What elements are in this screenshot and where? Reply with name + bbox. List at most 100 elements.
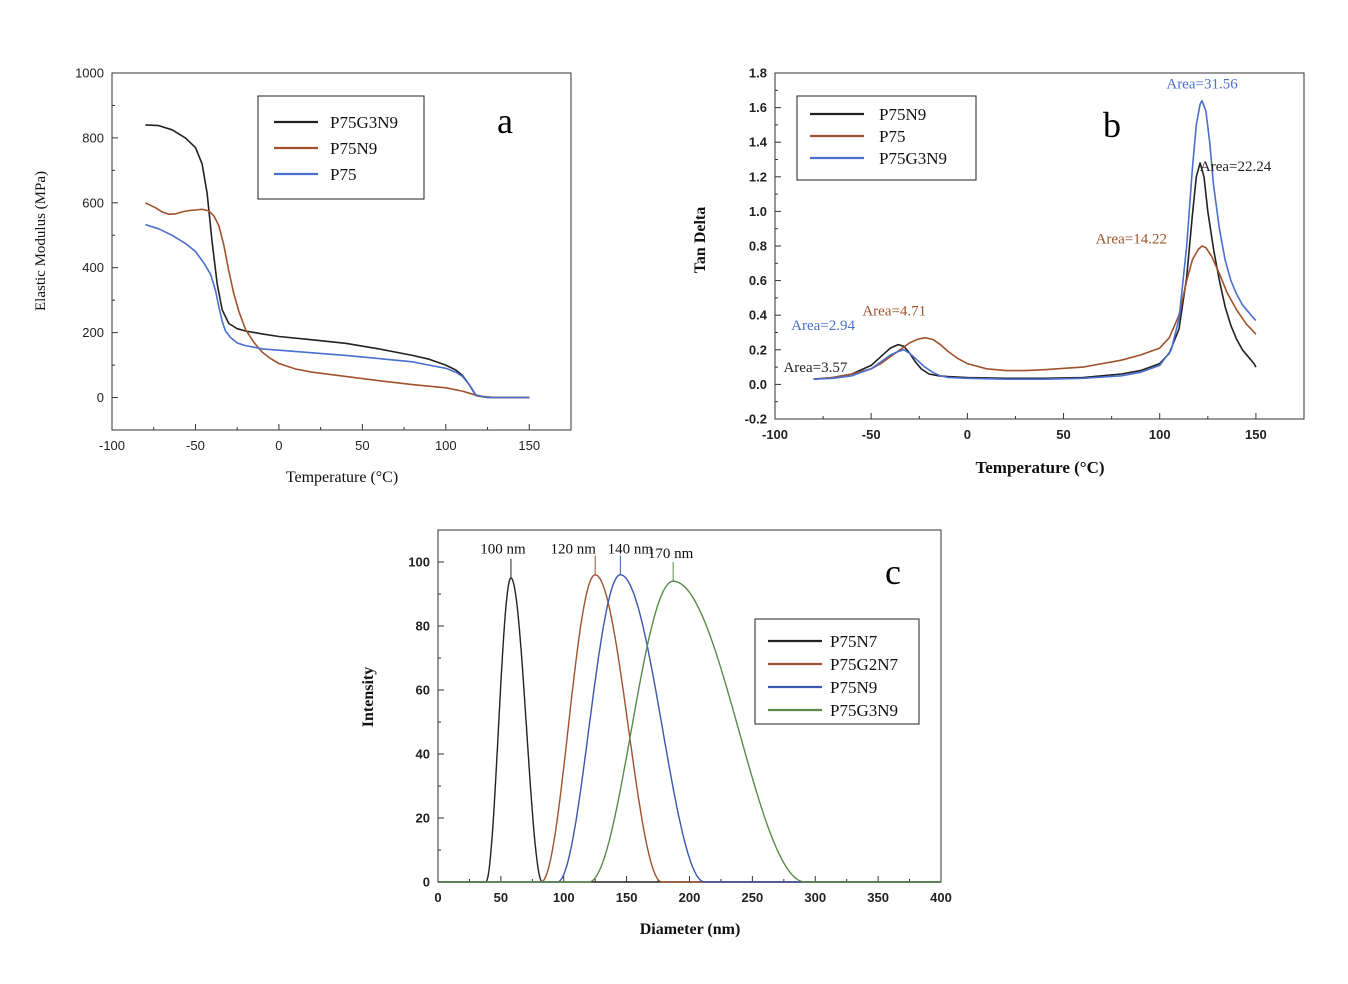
annotation-label: Area=14.22 [1096,232,1167,248]
y-tick-label: 400 [82,260,104,275]
panel-b-x-axis-label: Temperature (°C) [975,458,1104,477]
legend-label-p75n7: P75N7 [830,632,878,651]
x-tick-label: 50 [494,890,508,905]
series-line-p75 [145,223,530,399]
annotation-label: Area=4.71 [862,304,926,320]
panel-c-x-axis-label: Diameter (nm) [640,921,741,938]
y-tick-label: 1000 [75,66,104,81]
series-line-p75n9 [438,574,941,883]
x-tick-label: 350 [867,890,889,905]
x-tick-label: 150 [616,890,638,905]
panel-a-x-axis-label: Temperature (°C) [286,469,398,486]
y-tick-label: 1.0 [749,204,767,219]
panel-b-annotations: Area=31.56 Area=22.24 Area=14.22 Area=2.94 A… [783,77,1271,376]
annotation-label: 120 nm [550,542,596,558]
panel-b-series [813,99,1257,380]
panel-a-series [145,124,530,399]
panel-c-legend-box [754,618,920,725]
y-tick-label: 0.6 [749,273,767,288]
x-tick-label: 400 [930,890,952,905]
x-tick-label: 50 [355,438,369,453]
y-tick-label: 60 [416,683,430,698]
legend-label-p75n9: P75N9 [830,678,877,697]
panel-c-letter: c [885,552,901,592]
y-tick-label: 600 [82,195,104,210]
series-line-p75g3n9 [813,99,1257,380]
x-tick-label: 0 [434,890,441,905]
x-tick-label: 200 [679,890,701,905]
x-tick-label: 100 [435,438,457,453]
annotation-label: 100 nm [480,542,526,558]
y-tick-label: 0 [97,390,104,405]
annotation-label: Area=2.94 [791,318,855,334]
annotation-label: Area=31.56 [1166,77,1238,93]
legend-label-p75n9: P75N9 [330,139,377,158]
y-tick-label: 0 [423,875,430,890]
y-tick-label: 1.4 [749,135,768,150]
legend-label-p75g3n9: P75G3N9 [830,701,898,720]
y-tick-label: 40 [416,747,430,762]
x-tick-label: 0 [964,427,971,442]
y-tick-label: 1.8 [749,66,767,81]
x-tick-label: -50 [862,427,881,442]
panel-a-plot-frame [111,72,572,431]
y-tick-label: 1.6 [749,100,767,115]
annotation-label: 170 nm [648,546,694,562]
legend-label-p75g3n9: P75G3N9 [330,113,398,132]
y-tick-label: 800 [82,130,104,145]
x-tick-label: -100 [762,427,788,442]
x-tick-label: 100 [553,890,575,905]
legend-label-p75n9: P75N9 [879,105,926,124]
panel-c-legend: P75N7 P75G2N7 P75N9 P75G3N9 [768,632,899,720]
panel-a-letter: a [497,101,513,141]
y-tick-label: 200 [82,325,104,340]
x-tick-label: -50 [186,438,205,453]
y-tick-label: 1.2 [749,169,767,184]
panel-a-ticks: -100 -50 0 50 100 150 0 200 400 600 800 1000 [75,66,540,454]
x-tick-label: 150 [1245,427,1267,442]
panel-b-ticks: -100 -50 0 50 100 150 -0.2 0.0 0.2 0.4 0.6 0.8 1.0 1.… [745,66,1267,443]
panel-b-tan-delta-chart: -100 -50 0 50 100 150 -0.2 0.0 0.2 0.4 0.6 0.8 1.0 1.… [692,66,1305,477]
panel-a-legend: P75G3N9 P75N9 P75 [274,113,398,184]
series-line-p75n9 [145,202,530,399]
legend-label-p75: P75 [330,165,356,184]
panel-b-letter: b [1103,105,1121,145]
series-line-p75g2n7 [438,574,941,883]
panel-b-y-axis-label: Tan Delta [692,207,709,274]
panel-b-legend: P75N9 P75 P75G3N9 [810,105,947,168]
annotation-label: 140 nm [608,542,654,558]
x-tick-label: -100 [99,438,125,453]
legend-label-p75g2n7: P75G2N7 [830,655,899,674]
x-tick-label: 250 [742,890,764,905]
y-tick-label: -0.2 [745,412,767,427]
x-tick-label: 300 [804,890,826,905]
series-line-p75g3n9 [438,580,941,883]
y-tick-label: 0.0 [749,377,767,392]
panel-c-ticks: 0 50 100 150 200 250 300 350 400 0 20 40 60 80 100 [408,555,952,906]
panel-c-size-distribution-chart: 0 50 100 150 200 250 300 350 400 0 20 40 60 80 100 P75… [360,529,952,938]
x-tick-label: 50 [1056,427,1070,442]
series-line-p75g3n9 [145,124,530,399]
panel-a-elastic-modulus-chart: -100 -50 0 50 100 150 0 200 400 600 800 1000 P75G3N… [33,66,572,486]
panel-a-legend-box [257,95,425,200]
y-tick-label: 0.4 [749,308,768,323]
panel-c-series [438,555,941,883]
legend-label-p75: P75 [879,127,905,146]
x-tick-label: 0 [275,438,282,453]
series-line-p75n7 [438,577,941,883]
y-tick-label: 80 [416,619,430,634]
panel-a-y-axis-label: Elastic Modulus (MPa) [33,171,49,311]
annotation-label: Area=3.57 [783,360,847,376]
y-tick-label: 100 [408,555,430,570]
x-tick-label: 100 [1149,427,1171,442]
panel-c-y-axis-label: Intensity [360,667,377,727]
y-tick-label: 0.8 [749,239,767,254]
legend-label-p75g3n9: P75G3N9 [879,149,947,168]
series-line-p75n9 [813,162,1257,380]
panel-b-legend-box [796,95,977,181]
y-tick-label: 0.2 [749,342,767,357]
y-tick-label: 20 [416,811,430,826]
x-tick-label: 150 [518,438,540,453]
